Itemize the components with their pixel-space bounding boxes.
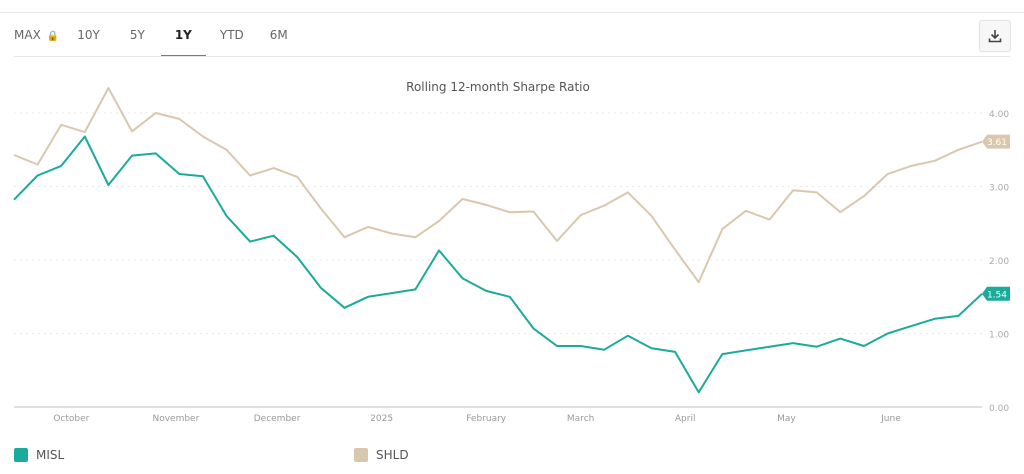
legend-item-shld[interactable]: SHLD	[354, 448, 409, 462]
legend-label: SHLD	[376, 448, 409, 462]
tab-5y[interactable]: 5Y	[130, 22, 145, 56]
x-tick-label: 2025	[370, 414, 393, 424]
download-icon	[988, 30, 1002, 43]
y-tick-label: 2.00	[989, 257, 1009, 267]
tab-label: YTD	[219, 28, 244, 42]
x-tick-label: December	[254, 414, 301, 424]
sharpe-ratio-chart: Rolling 12-month Sharpe Ratio 0.00 1.00 2.…	[13, 80, 1010, 424]
chart-title: Rolling 12-month Sharpe Ratio	[406, 80, 590, 94]
x-tick-label: May	[777, 414, 796, 424]
x-tick-label: June	[880, 414, 901, 424]
tab-10y[interactable]: 10Y	[77, 22, 100, 56]
tab-ytd[interactable]: YTD	[220, 22, 244, 56]
shld-last-value-tag: 3.61	[982, 134, 1010, 149]
last-value-label: 3.61	[987, 138, 1007, 148]
y-tick-label: 3.00	[989, 184, 1009, 194]
x-tick-label: April	[675, 414, 696, 424]
tab-label: 5Y	[129, 28, 145, 42]
x-tick-label: February	[466, 414, 507, 424]
y-tick-label: 0.00	[989, 404, 1009, 414]
top-divider	[0, 12, 1024, 13]
shld-swatch	[354, 448, 368, 462]
last-value-label: 1.54	[987, 290, 1007, 300]
y-tick-label: 4.00	[989, 110, 1009, 120]
tabs-divider	[14, 56, 1010, 57]
misl-series-line	[13, 135, 983, 394]
lock-icon: 🔒	[46, 31, 60, 42]
misl-last-value-tag: 1.54	[982, 286, 1010, 301]
shld-series-line	[13, 87, 983, 284]
tab-label: 10Y	[77, 28, 100, 42]
download-button[interactable]	[979, 20, 1011, 52]
range-tabs: MAX 🔒 10Y 5Y 1Y YTD 6M	[14, 22, 288, 57]
legend-label: MISL	[36, 448, 65, 462]
tab-6m[interactable]: 6M	[270, 22, 288, 56]
x-tick-label: November	[152, 414, 199, 424]
x-tick-label: March	[567, 414, 594, 424]
tab-max[interactable]: MAX 🔒	[14, 22, 59, 56]
x-tick-label: October	[53, 414, 89, 424]
misl-swatch	[14, 448, 28, 462]
y-tick-label: 1.00	[989, 331, 1009, 341]
tab-label: 6M	[269, 28, 288, 42]
tab-label: 1Y	[174, 28, 192, 42]
tab-label: MAX	[14, 28, 41, 42]
legend-item-misl[interactable]: MISL	[14, 448, 64, 462]
